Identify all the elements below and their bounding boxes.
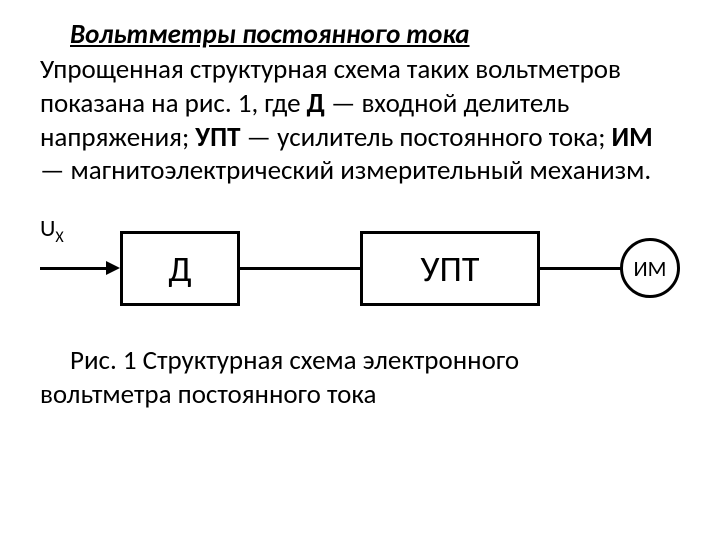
wire-input-to-d <box>40 267 106 270</box>
block-d: Д <box>120 231 240 306</box>
wire-d-to-upt <box>240 267 360 270</box>
description-paragraph: Упрощенная структурная схема таких вольт… <box>40 53 680 188</box>
block-upt: УПТ <box>360 231 540 306</box>
block-im-label: ИМ <box>634 255 667 282</box>
section-title: Вольтметры постоянного тока <box>70 18 680 51</box>
block-d-label: Д <box>168 247 191 291</box>
wire-upt-to-im <box>540 267 622 270</box>
figure-caption: Рис. 1 Структурная схема электронного во… <box>40 344 680 412</box>
block-diagram: UX Д УПТ ИМ <box>40 206 680 326</box>
block-im: ИМ <box>620 238 680 298</box>
arrowhead-icon <box>106 261 120 275</box>
input-signal-label: UX <box>40 214 64 247</box>
block-upt-label: УПТ <box>421 247 480 291</box>
